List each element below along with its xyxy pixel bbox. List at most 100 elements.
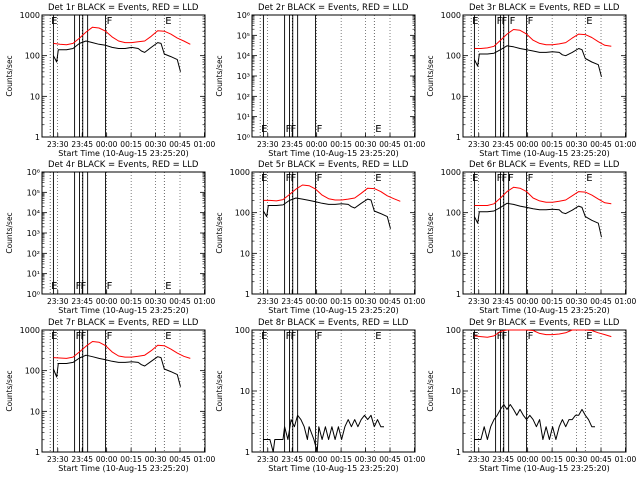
y-tick-label: 1000 [441, 168, 461, 177]
x-tick-label: 00:30 [566, 297, 588, 306]
x-tick-label: 00:45 [379, 140, 401, 149]
marker-label: F [501, 331, 507, 342]
x-tick-label: 23:30 [468, 140, 490, 149]
x-tick-label: 01:00 [404, 140, 426, 149]
x-tick-label: 00:00 [306, 297, 328, 306]
x-tick-label: 23:30 [47, 455, 69, 464]
marker-label: E [586, 16, 592, 27]
x-tick-label: 01:00 [404, 455, 426, 464]
y-tick-label: 1000 [20, 11, 40, 20]
y-tick-label: 10 [451, 387, 461, 396]
x-tick-label: 23:45 [281, 297, 303, 306]
x-tick-label: 23:30 [257, 455, 279, 464]
marker-label: F [76, 331, 82, 342]
marker-label: F [317, 124, 323, 135]
marker-label: F [76, 281, 82, 292]
x-tick-label: 00:30 [566, 140, 588, 149]
marker-label: E [165, 331, 171, 342]
panel-title: Det 3r BLACK = Events, RED = LLD [469, 3, 620, 13]
y-tick-label: 10 [30, 407, 40, 416]
x-tick-label: 01:00 [615, 297, 637, 306]
x-tick-label: 01:00 [194, 140, 216, 149]
marker-label: F [497, 331, 503, 342]
x-tick-label: 00:45 [379, 297, 401, 306]
marker-label: E [261, 331, 267, 342]
x-axis-label: Start Time (10-Aug-15 23:25:20) [268, 464, 399, 473]
marker-label: F [501, 16, 507, 27]
x-tick-label: 23:30 [468, 455, 490, 464]
x-axis-label: Start Time (10-Aug-15 23:25:20) [58, 306, 189, 315]
marker-label: F [286, 331, 292, 342]
x-axis-label: Start Time (10-Aug-15 23:25:20) [479, 149, 610, 158]
x-tick-label: 00:00 [517, 455, 539, 464]
y-tick-label: 10⁰ [237, 133, 250, 142]
x-tick-label: 00:15 [120, 297, 142, 306]
y-tick-label: 1 [456, 448, 461, 457]
y-tick-label: 10² [237, 92, 250, 101]
events-series-line [474, 404, 595, 440]
y-tick-label: 100 [446, 52, 461, 61]
x-tick-label: 23:30 [257, 297, 279, 306]
y-tick-label: 10⁶ [27, 168, 40, 177]
marker-label: F [80, 331, 86, 342]
panel-title: Det 6r BLACK = Events, RED = LLD [469, 160, 620, 170]
y-tick-label: 10⁵ [237, 31, 250, 40]
x-tick-label: 00:15 [541, 297, 563, 306]
marker-label: F [497, 16, 503, 27]
y-tick-label: 1000 [230, 168, 250, 177]
y-axis-label: Counts/sec [215, 370, 224, 411]
x-axis-label: Start Time (10-Aug-15 23:25:20) [268, 306, 399, 315]
x-tick-label: 00:30 [355, 140, 377, 149]
y-tick-label: 100 [446, 209, 461, 218]
x-tick-label: 00:45 [169, 140, 191, 149]
lld-series-line [263, 184, 401, 202]
y-tick-label: 10 [451, 249, 461, 258]
x-tick-label: 23:45 [281, 455, 303, 464]
x-axis-label: Start Time (10-Aug-15 23:25:20) [268, 149, 399, 158]
y-tick-label: 1 [456, 133, 461, 142]
marker-label: E [261, 124, 267, 135]
y-axis-label: Counts/sec [426, 212, 435, 253]
y-axis-label: Counts/sec [426, 370, 435, 411]
marker-label: F [317, 173, 323, 184]
marker-label: F [107, 16, 113, 27]
x-axis-label: Start Time (10-Aug-15 23:25:20) [58, 464, 189, 473]
marker-label: E [375, 124, 381, 135]
marker-label: E [51, 16, 57, 27]
y-tick-label: 1 [245, 290, 250, 299]
x-tick-label: 00:00 [306, 455, 328, 464]
y-axis-label: Counts/sec [5, 370, 14, 411]
plot-frame [41, 329, 206, 453]
x-tick-label: 23:45 [492, 140, 514, 149]
y-tick-label: 100 [446, 326, 461, 335]
marker-label: F [528, 16, 534, 27]
lld-series-line [53, 26, 191, 46]
events-series-line [262, 197, 391, 229]
x-tick-label: 23:30 [47, 297, 69, 306]
x-tick-label: 00:30 [145, 297, 167, 306]
y-tick-label: 1 [35, 448, 40, 457]
y-tick-label: 100 [25, 52, 40, 61]
x-tick-label: 23:45 [492, 297, 514, 306]
marker-label: F [497, 173, 503, 184]
x-tick-label: 00:00 [517, 297, 539, 306]
marker-label: F [528, 173, 534, 184]
events-series-line [473, 202, 602, 238]
x-tick-label: 00:45 [169, 297, 191, 306]
x-tick-label: 00:15 [330, 297, 352, 306]
x-tick-label: 01:00 [615, 140, 637, 149]
x-tick-label: 00:15 [120, 140, 142, 149]
y-axis-label: Counts/sec [215, 55, 224, 96]
marker-label: F [107, 331, 113, 342]
y-tick-label: 100 [235, 209, 250, 218]
panel-title: Det 2r BLACK = Events, RED = LLD [258, 3, 409, 13]
x-tick-label: 00:15 [541, 140, 563, 149]
x-tick-label: 00:15 [330, 140, 352, 149]
marker-label: F [528, 331, 534, 342]
marker-label: E [261, 173, 267, 184]
plot-frame [251, 14, 416, 138]
